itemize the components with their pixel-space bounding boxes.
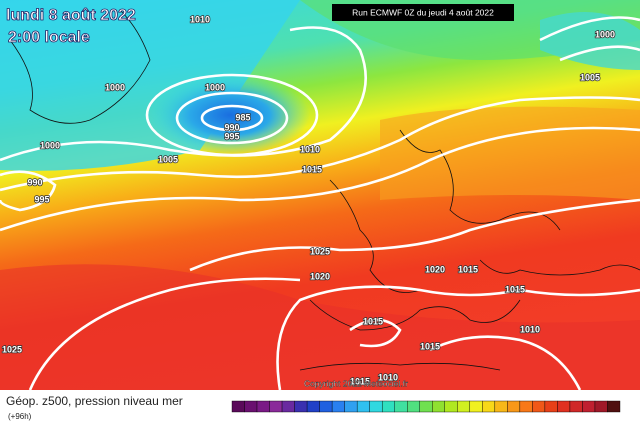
colorbar-swatch bbox=[331, 400, 345, 413]
colorbar-tick: 532 bbox=[347, 417, 355, 422]
isobar-label: 1000 bbox=[105, 82, 125, 92]
colorbar-swatch bbox=[256, 400, 270, 413]
colorbar-tick: 616 bbox=[610, 417, 618, 422]
isobar-label: 1015 bbox=[505, 284, 525, 294]
colorbar-tick: 580 bbox=[497, 417, 505, 422]
colorbar-tick: 600 bbox=[560, 417, 568, 422]
colorbar-swatch bbox=[381, 400, 395, 413]
isobar-label: 1025 bbox=[2, 344, 22, 354]
footer-title: Géop. z500, pression niveau mer bbox=[6, 394, 183, 408]
run-info: Run ECMWF 0Z du jeudi 4 août 2022 bbox=[352, 7, 494, 17]
lead-time: (+96h) bbox=[8, 412, 32, 421]
colorbar-swatch bbox=[582, 400, 596, 413]
isobar-label: 1010 bbox=[300, 144, 320, 154]
colorbar-tick: 556 bbox=[422, 417, 430, 422]
colorbar-tick: 512 bbox=[285, 417, 293, 422]
colorbar-swatch bbox=[394, 400, 408, 413]
colorbar-swatch bbox=[469, 400, 483, 413]
colorbar-swatch bbox=[306, 400, 320, 413]
colorbar-swatch bbox=[569, 400, 583, 413]
colorbar-tick: 568 bbox=[460, 417, 468, 422]
isobar-label: 1020 bbox=[310, 271, 330, 281]
colorbar-tick: 544 bbox=[385, 417, 393, 422]
isobar-label: 995 bbox=[224, 131, 239, 141]
colorbar-tick: 560 bbox=[435, 417, 443, 422]
colorbar-swatch bbox=[269, 400, 283, 413]
colorbar-swatch bbox=[319, 400, 333, 413]
colorbar-tick: 536 bbox=[360, 417, 368, 422]
isobar-label: 1010 bbox=[190, 14, 210, 24]
isobar-label: 1025 bbox=[310, 246, 330, 256]
map-background bbox=[0, 0, 640, 390]
colorbar-swatch bbox=[544, 400, 558, 413]
colorbar-tick: 516 bbox=[297, 417, 305, 422]
colorbar-swatch bbox=[457, 400, 471, 413]
colorbar-swatch bbox=[231, 400, 245, 413]
colorbar-swatch bbox=[444, 400, 458, 413]
colorbar-swatch bbox=[244, 400, 258, 413]
colorbar-swatch bbox=[607, 400, 621, 413]
colorbar-swatch bbox=[407, 400, 420, 413]
isobar-label: 1010 bbox=[378, 372, 398, 382]
isobars bbox=[0, 16, 640, 391]
colorbar-tick: 576 bbox=[485, 417, 493, 422]
colorbar-swatch bbox=[507, 400, 521, 413]
colorbar-tick: 572 bbox=[472, 417, 480, 422]
isobar-label: 1015 bbox=[302, 164, 322, 174]
colorbar-tick: 588 bbox=[522, 417, 530, 422]
copyright: Copyright 2022 Meteociel.fr bbox=[304, 378, 408, 388]
colorbar-swatch bbox=[432, 400, 445, 413]
isobar-label: 1015 bbox=[363, 316, 383, 326]
local-time: 2:00 locale bbox=[8, 29, 90, 46]
colorbar-tick: 604 bbox=[572, 417, 580, 422]
isobar-label: 1000 bbox=[595, 29, 615, 39]
colorbar-tick: 592 bbox=[535, 417, 543, 422]
colorbar-swatch bbox=[369, 400, 383, 413]
colorbar-swatch bbox=[482, 400, 496, 413]
colorbar-tick: 548 bbox=[397, 417, 405, 422]
colorbar-swatch bbox=[356, 400, 370, 413]
isobar-label: 1020 bbox=[425, 264, 445, 274]
date: lundi 8 août 2022 bbox=[6, 7, 136, 24]
colorbar-tick: 508 bbox=[272, 417, 280, 422]
colorbar-swatch bbox=[419, 400, 433, 413]
colorbar-tick: 612 bbox=[597, 417, 605, 422]
run-box bbox=[332, 4, 514, 21]
isobar-label: 1000 bbox=[205, 82, 225, 92]
isobar-label: 1000 bbox=[40, 140, 60, 150]
colorbar-tick: 564 bbox=[447, 417, 455, 422]
colorbar-tick: 540 bbox=[372, 417, 380, 422]
colorbar-tick: 500 bbox=[247, 417, 255, 422]
colorbar: 496 500 504 508 512 516 520 524 528 532 536 540 544 5… bbox=[231, 400, 621, 422]
isobar-label: 990 bbox=[224, 122, 239, 132]
colorbar-swatch bbox=[494, 400, 508, 413]
colorbar-tick: 496 bbox=[235, 417, 243, 422]
isobar-label: 1005 bbox=[580, 72, 600, 82]
colorbar-tick: 608 bbox=[585, 417, 593, 422]
colorbar-tick: 520 bbox=[310, 417, 318, 422]
colorbar-swatch bbox=[344, 400, 358, 413]
isobar-label: 1015 bbox=[420, 341, 440, 351]
colorbar-tick: 524 bbox=[322, 417, 330, 422]
isobar-label: 985 bbox=[235, 112, 250, 122]
isobar-label: 995 bbox=[34, 194, 49, 204]
colorbar-swatch bbox=[557, 400, 571, 413]
colorbar-swatch bbox=[281, 400, 295, 413]
colorbar-tick: 584 bbox=[510, 417, 518, 422]
colorbar-tick: 552 bbox=[410, 417, 418, 422]
colorbar-tick: 504 bbox=[260, 417, 268, 422]
colorbar-tick: 596 bbox=[547, 417, 555, 422]
isobar-label: 1015 bbox=[458, 264, 478, 274]
colorbar-swatch bbox=[594, 400, 608, 413]
isobar-label: 1010 bbox=[520, 324, 540, 334]
colorbar-swatch bbox=[294, 400, 308, 413]
isobar-label: 1015 bbox=[350, 376, 370, 386]
isobar-label: 1005 bbox=[158, 154, 178, 164]
isobar-label: 990 bbox=[27, 177, 42, 187]
colorbar-swatch bbox=[532, 400, 546, 413]
colorbar-tick: 528 bbox=[335, 417, 343, 422]
colorbar-swatch bbox=[519, 400, 533, 413]
